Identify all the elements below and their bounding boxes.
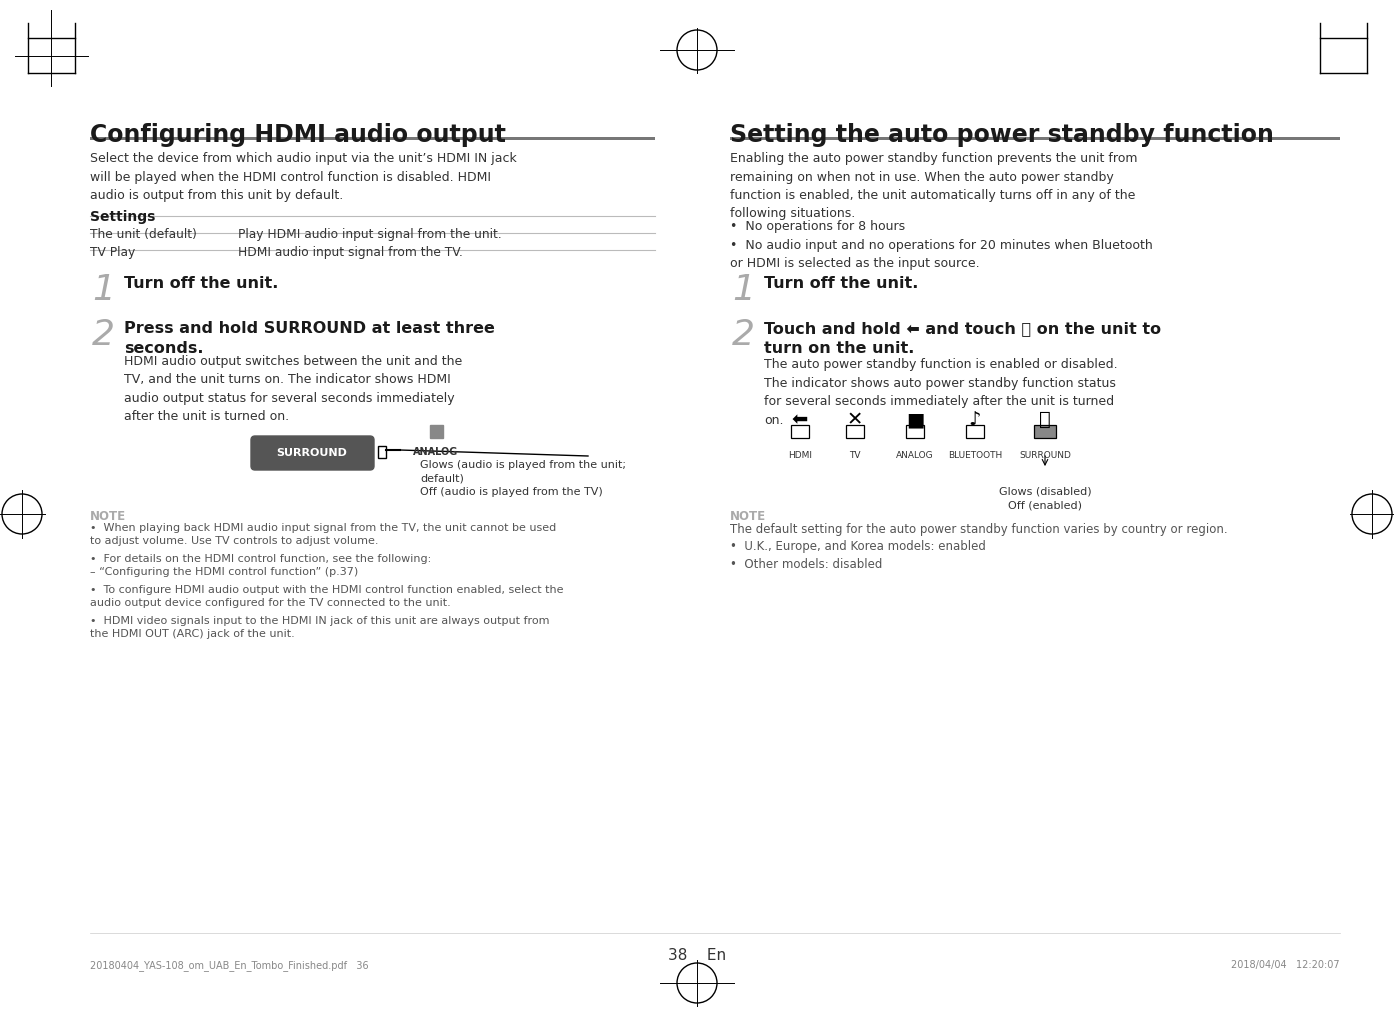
Text: Settings: Settings [91,210,155,224]
Text: Select the device from which audio input via the unit’s HDMI IN jack
will be pla: Select the device from which audio input… [91,152,517,201]
Text: NOTE: NOTE [91,510,125,523]
Text: HDMI audio input signal from the TV.: HDMI audio input signal from the TV. [238,246,463,259]
Text: NOTE: NOTE [730,510,767,523]
Text: 1: 1 [732,273,756,307]
Text: HDMI audio output switches between the unit and the
TV, and the unit turns on. T: HDMI audio output switches between the u… [124,355,463,424]
Text: ⬅: ⬅ [792,410,809,429]
Text: 2: 2 [92,318,114,352]
Text: •  When playing back HDMI audio input signal from the TV, the unit cannot be use: • When playing back HDMI audio input sig… [91,523,556,546]
Text: 20180404_YAS-108_om_UAB_En_Tombo_Finished.pdf   36: 20180404_YAS-108_om_UAB_En_Tombo_Finishe… [91,960,368,970]
Text: •  HDMI video signals input to the HDMI IN jack of this unit are always output f: • HDMI video signals input to the HDMI I… [91,616,549,639]
Text: Glows (disabled)
Off (enabled): Glows (disabled) Off (enabled) [998,487,1092,511]
Text: •  To configure HDMI audio output with the HDMI control function enabled, select: • To configure HDMI audio output with th… [91,585,563,609]
Text: Setting the auto power standby function: Setting the auto power standby function [730,123,1274,147]
Bar [906,425,924,438]
Text: ANALOG: ANALOG [896,451,934,460]
Text: 1: 1 [92,273,114,307]
Text: HDMI: HDMI [788,451,811,460]
Bar [846,425,864,438]
Bar [1034,425,1057,438]
Bar [966,425,984,438]
Text: Press and hold SURROUND at least three
seconds.: Press and hold SURROUND at least three s… [124,321,495,357]
Text: •  U.K., Europe, and Korea models: enabled: • U.K., Europe, and Korea models: enable… [730,540,986,553]
Text: SURROUND: SURROUND [276,448,347,458]
Text: •  No operations for 8 hours: • No operations for 8 hours [730,220,905,233]
Text: Enabling the auto power standby function prevents the unit from
remaining on whe: Enabling the auto power standby function… [730,152,1138,220]
Text: •  Other models: disabled: • Other models: disabled [730,558,882,571]
Text: Configuring HDMI audio output: Configuring HDMI audio output [91,123,506,147]
Text: Play HDMI audio input signal from the unit.: Play HDMI audio input signal from the un… [238,228,502,241]
Text: The default setting for the auto power standby function varies by country or reg: The default setting for the auto power s… [730,523,1228,536]
Text: TV Play: TV Play [91,246,135,259]
Text: ⏻: ⏻ [1039,410,1051,429]
Text: 38    En: 38 En [668,948,726,963]
Text: ✕: ✕ [846,410,863,429]
Text: TV: TV [849,451,860,460]
Text: Turn off the unit.: Turn off the unit. [764,276,919,291]
Text: ♪: ♪ [969,410,981,429]
Text: 2018/04/04   12:20:07: 2018/04/04 12:20:07 [1231,960,1340,970]
Text: ANALOG: ANALOG [414,447,459,457]
Bar [429,425,443,438]
Text: The unit (default): The unit (default) [91,228,197,241]
Text: SURROUND: SURROUND [1019,451,1071,460]
Bar [790,425,809,438]
Text: The auto power standby function is enabled or disabled.
The indicator shows auto: The auto power standby function is enabl… [764,358,1118,427]
Text: 2: 2 [732,318,756,352]
Text: Glows (audio is played from the unit;
default)
Off (audio is played from the TV): Glows (audio is played from the unit; de… [420,460,626,498]
Text: ■: ■ [906,410,924,429]
Text: BLUETOOTH: BLUETOOTH [948,451,1002,460]
Bar [730,137,1340,140]
Text: Touch and hold ⬅ and touch ⏻ on the unit to
turn on the unit.: Touch and hold ⬅ and touch ⏻ on the unit… [764,321,1161,357]
Text: Turn off the unit.: Turn off the unit. [124,276,279,291]
Text: •  No audio input and no operations for 20 minutes when Bluetooth
or HDMI is sel: • No audio input and no operations for 2… [730,240,1153,270]
Bar [91,137,655,140]
Text: •  For details on the HDMI control function, see the following:
– “Configuring t: • For details on the HDMI control functi… [91,554,431,577]
FancyBboxPatch shape [251,436,374,470]
